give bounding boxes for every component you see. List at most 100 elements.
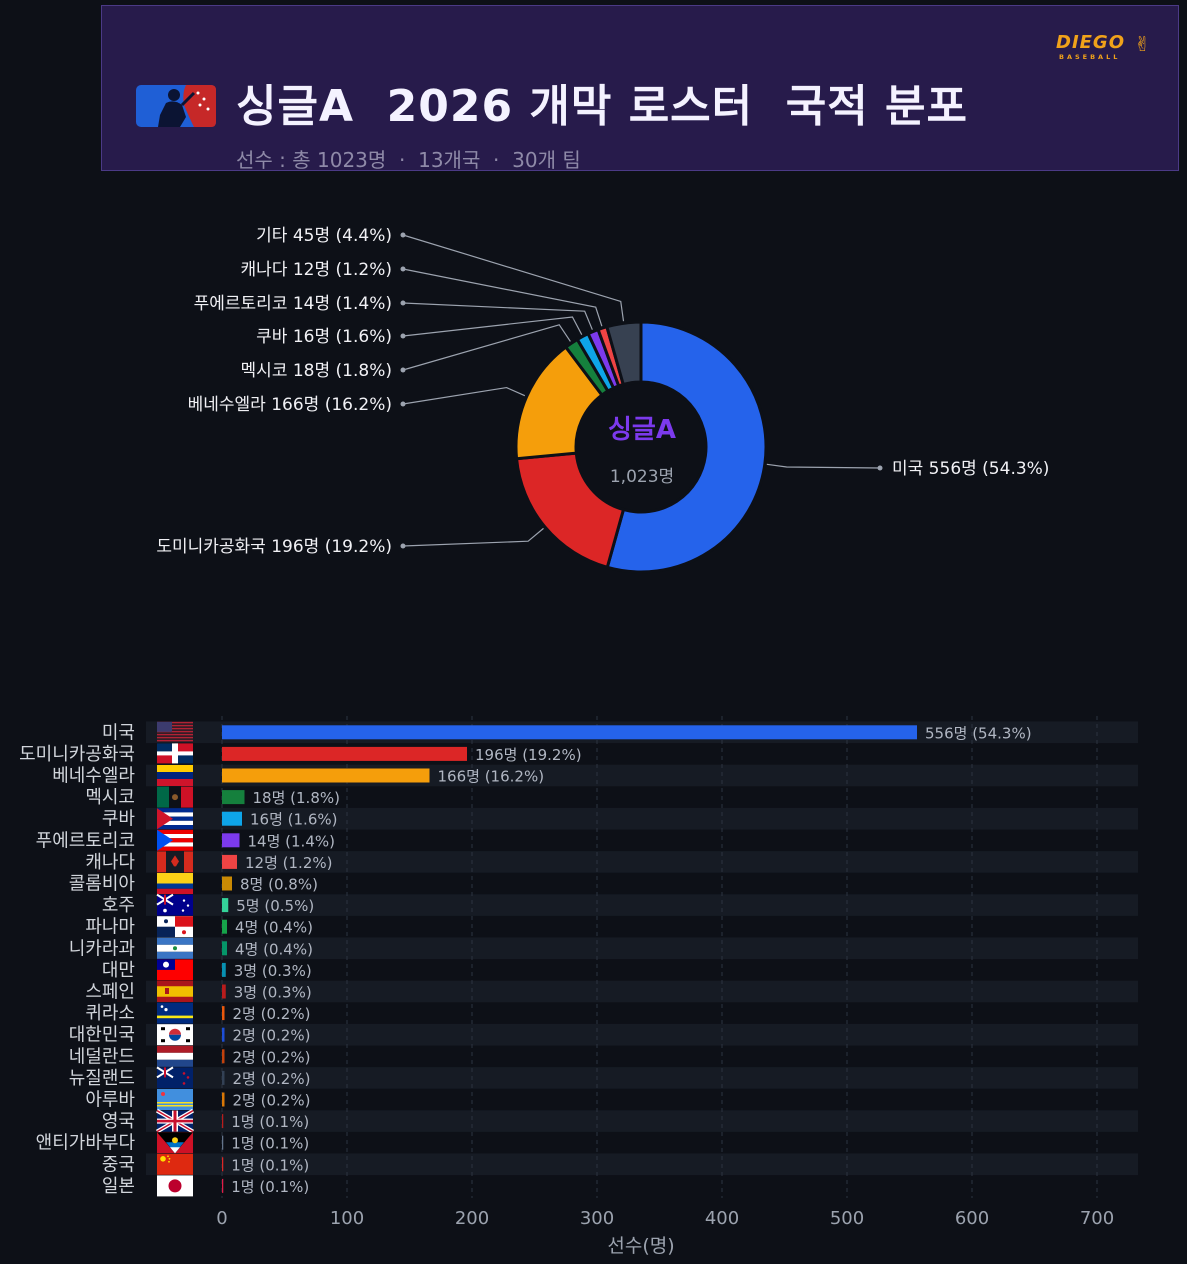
donut-label: 기타 45명 (4.4%) (256, 226, 392, 246)
bar-mark (222, 1049, 225, 1064)
bar-category-label: 퀴라소 (85, 1003, 135, 1024)
bar-category-label: 니카라과 (69, 938, 135, 959)
bar-value-label: 2명 (0.2%) (233, 1048, 311, 1066)
bar-category-label: 네덜란드 (69, 1046, 135, 1067)
donut-leader-line (402, 324, 571, 371)
donut-label: 푸에르토리코 14명 (1.4%) (194, 294, 392, 314)
donut-label: 멕시코 18명 (1.8%) (241, 361, 392, 381)
south-korea-flag (157, 1024, 193, 1046)
bar-category-label: 미국 (102, 722, 135, 743)
donut-leader-line (402, 386, 526, 405)
bar-value-label: 1명 (0.1%) (231, 1113, 309, 1131)
bar-category-label: 대만 (102, 960, 135, 981)
brand-subtitle: BASEBALL (1059, 53, 1121, 61)
donut-chart: 미국 556명 (54.3%) 도미니카공화국 196명 (19.2%) 베네수엘라… (156, 226, 1049, 574)
donut-label: 쿠바 16명 (1.6%) (256, 327, 392, 347)
bar-mark (222, 1027, 225, 1042)
bar-x-tick-label: 500 (830, 1208, 864, 1229)
bar-x-tick-label: 300 (580, 1208, 614, 1229)
bar-row-stripe (146, 807, 1138, 830)
bar-mark (222, 1157, 224, 1172)
us-flag (157, 721, 193, 742)
bar-category-label: 콜롬비아 (69, 874, 136, 895)
bar-value-label: 4명 (0.4%) (235, 919, 313, 937)
donut-leader-dot (400, 543, 406, 549)
bar-value-label: 1명 (0.1%) (231, 1156, 309, 1174)
donut-leader-dot (400, 232, 406, 238)
bar-value-label: 5명 (0.5%) (236, 897, 314, 915)
donut-label: 베네수엘라 166명 (16.2%) (188, 395, 392, 415)
donut-label: 미국 556명 (54.3%) (892, 459, 1049, 479)
bar-mark (222, 898, 229, 913)
bar-category-label: 영국 (102, 1111, 135, 1132)
bar-row-stripe (146, 1153, 1138, 1176)
spain-flag (157, 981, 193, 1002)
donut-leader-dot (400, 401, 406, 407)
page-title: 싱글A 2026 개막 로스터 국적 분포 (236, 81, 969, 132)
bar-row-stripe (146, 980, 1138, 1003)
bar-value-label: 16명 (1.6%) (250, 811, 337, 829)
bar-mark (222, 1135, 224, 1150)
bar-x-tick-label: 200 (455, 1208, 489, 1229)
bar-category-label: 호주 (102, 895, 135, 916)
donut-leader-dot (400, 266, 406, 272)
bar-value-label: 2명 (0.2%) (233, 1005, 311, 1023)
bar-category-label: 일본 (102, 1176, 135, 1197)
bar-mark (222, 768, 430, 783)
donut-label: 캐나다 12명 (1.2%) (241, 260, 392, 280)
bar-mark (222, 854, 237, 869)
donut-slice-8 (605, 320, 643, 387)
bar-row-stripe (146, 894, 1138, 916)
bar-row-stripe (146, 937, 1138, 960)
brand-name: DIEGO (1056, 32, 1126, 53)
bar-x-tick-label: 0 (216, 1208, 227, 1229)
canada-flag (157, 851, 193, 873)
bar-mark (222, 790, 245, 805)
donut-leader-line (402, 316, 583, 337)
bar-x-axis-label: 선수(명) (607, 1235, 674, 1257)
bar-value-label: 18명 (1.8%) (253, 789, 340, 807)
panama-flag (157, 916, 193, 938)
bar-mark (222, 746, 467, 761)
donut-slices (514, 320, 768, 574)
new-zealand-flag (156, 1066, 193, 1089)
bar-chart: 0 100 200 300 400 500 600 700 미국도미니카공화국베네수엘라멕시코… (19, 716, 1138, 1257)
donut-leader-dot (400, 300, 406, 306)
bar-mark (222, 1070, 225, 1085)
bar-value-label: 2명 (0.2%) (233, 1027, 311, 1045)
bar-value-label: 166명 (16.2%) (438, 768, 545, 786)
colombia-flag (157, 873, 193, 894)
donut-leader-line (402, 527, 544, 547)
bar-mark (222, 962, 226, 977)
donut-slice-2 (514, 451, 626, 570)
header-banner: 싱글A 2026 개막 로스터 국적 분포 선수 : 총 1023명 · 13개… (101, 5, 1179, 172)
bar-value-label: 12명 (1.2%) (245, 854, 332, 872)
taiwan-flag (157, 959, 193, 981)
bar-category-label: 도미니카공화국 (19, 744, 135, 765)
donut-label: 도미니카공화국 196명 (19.2%) (156, 537, 392, 557)
bar-mark (222, 1178, 224, 1193)
netherlands-flag (157, 1045, 193, 1067)
bar-mark (222, 1114, 224, 1129)
bar-value-label: 2명 (0.2%) (233, 1070, 311, 1088)
donut-slice-1 (605, 320, 768, 574)
bar-category-label: 뉴질랜드 (69, 1068, 135, 1089)
donut-leader-line (402, 302, 593, 330)
donut-center-value: 1,023명 (610, 467, 674, 487)
bar-value-label: 8명 (0.8%) (240, 876, 318, 894)
bar-x-tick-label: 400 (705, 1208, 739, 1229)
donut-leader-line (766, 463, 881, 469)
bar-mark (222, 919, 227, 934)
bar-category-labels: 미국도미니카공화국베네수엘라멕시코쿠바푸에르토리코캐나다콜롬비아호주파나마니카라… (19, 722, 135, 1197)
japan-flag (157, 1175, 193, 1197)
bar-value-labels: 556명 (54.3%) 196명 (19.2%) 166명 (16.2%) 18명 … (231, 724, 1031, 1196)
puerto-rico-flag (157, 829, 193, 851)
bar-value-label: 196명 (19.2%) (475, 746, 582, 764)
bar-row-stripe (146, 1067, 1138, 1089)
bar-category-label: 베네수엘라 (52, 766, 135, 787)
bar-category-label: 중국 (102, 1154, 135, 1175)
uk-flag (155, 1108, 195, 1134)
bar-mark (222, 876, 232, 891)
bar-value-label: 3명 (0.3%) (234, 962, 312, 980)
bar-x-ticks: 0 100 200 300 400 500 600 700 (216, 1208, 1114, 1229)
